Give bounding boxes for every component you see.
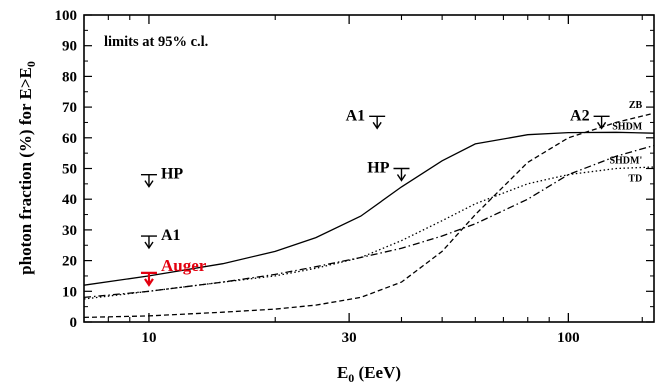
y-tick-label: 0 xyxy=(70,315,78,331)
y-axis-label-main: photon fraction (%) for E>E xyxy=(16,67,35,275)
limit-label: HP xyxy=(367,160,389,177)
upper-limit-marker: HP xyxy=(140,166,183,188)
upper-limit-marker: HP xyxy=(367,160,410,182)
limit-label: A1 xyxy=(346,107,366,124)
y-tick-label: 100 xyxy=(55,8,78,24)
upper-limit-marker: A1 xyxy=(140,227,181,250)
x-tick-label: 30 xyxy=(342,330,357,346)
y-tick-label: 40 xyxy=(62,192,77,208)
series-line-shdm xyxy=(83,131,655,286)
upper-limits: HP A1 Auger A1 HP A2 xyxy=(140,107,610,287)
upper-limit-marker: A1 xyxy=(346,107,386,130)
y-axis-label-sub: 0 xyxy=(24,61,38,67)
x-tick-label: 100 xyxy=(557,330,580,346)
y-tick-label: 30 xyxy=(62,223,77,239)
series-layer xyxy=(83,112,655,319)
y-tick-label: 50 xyxy=(62,162,77,178)
axis-ticks: 0 10 20 30 40 50 60 70 80 90 100 10 30 100 xyxy=(55,8,654,346)
series-label: SHDM xyxy=(612,122,643,133)
y-tick-label: 60 xyxy=(62,131,77,147)
series-line-td xyxy=(83,166,655,300)
series-line-shdm xyxy=(83,144,655,299)
y-tick-label: 80 xyxy=(62,69,77,85)
y-axis-label: photon fraction (%) for E>E0 xyxy=(16,61,38,275)
x-axis-label-main: E xyxy=(337,363,348,382)
series-labels: ZB SHDM SHDM' TD xyxy=(609,100,642,185)
series-label: ZB xyxy=(629,100,643,111)
annotation-label: limits at 95% c.l. xyxy=(104,34,208,50)
series-line-zb xyxy=(83,112,655,319)
series-label: SHDM' xyxy=(609,155,642,166)
series-label: TD xyxy=(628,174,642,185)
y-tick-label: 20 xyxy=(62,254,77,270)
y-tick-label: 10 xyxy=(62,284,77,300)
upper-limit-marker: Auger xyxy=(140,256,207,287)
x-axis-label: E0 (EeV) xyxy=(337,363,401,385)
limit-label: HP xyxy=(161,166,183,183)
y-tick-label: 90 xyxy=(62,39,77,55)
x-axis-label-tail: (EeV) xyxy=(354,363,401,382)
limit-label: Auger xyxy=(161,256,207,275)
upper-limit-marker: A2 xyxy=(570,107,610,130)
y-tick-label: 70 xyxy=(62,100,77,116)
limit-label: A1 xyxy=(161,227,181,244)
limit-label: A2 xyxy=(570,107,590,124)
x-tick-label: 10 xyxy=(141,330,156,346)
x-axis-label-sub: 0 xyxy=(348,371,354,385)
